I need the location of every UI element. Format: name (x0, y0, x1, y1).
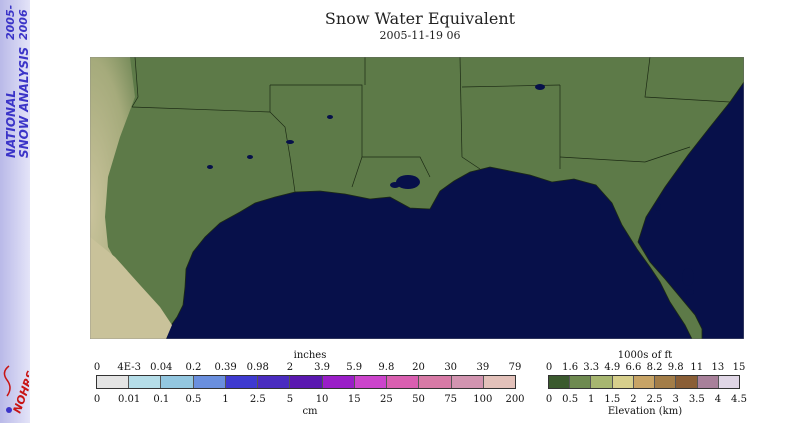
elev-bottom-tick-0: 0 (545, 394, 553, 405)
swe-bottom-tick-10: 50 (412, 394, 425, 405)
elev-top-tick-8: 13 (711, 362, 725, 373)
elev-top-tick-0: 0 (545, 362, 553, 373)
elev-swatch-4 (633, 376, 656, 388)
swe-top-tick-2: 0.04 (150, 362, 173, 373)
elev-bottom-tick-8: 4 (714, 394, 722, 405)
page-title: Snow Water Equivalent (324, 9, 516, 28)
state-borders (131, 57, 731, 193)
elev-unit-km: Elevation (km) (607, 406, 683, 417)
swe-bottom-tick-12: 100 (473, 394, 493, 405)
swe-bottom-tick-8: 15 (347, 394, 361, 405)
elevation-colorbar (548, 375, 740, 389)
elev-top-tick-1: 1.6 (562, 362, 579, 373)
swe-top-tick-12: 39 (476, 362, 490, 373)
swe-unit-cm: cm (302, 406, 318, 417)
swe-top-tick-3: 0.2 (185, 362, 202, 373)
swe-bottom-tick-5: 2.5 (249, 394, 266, 405)
elev-swatch-3 (612, 376, 634, 388)
swe-map (90, 57, 744, 339)
sidebar-title-national: NATIONAL (4, 89, 18, 158)
swe-bottom-tick-6: 5 (286, 394, 294, 405)
swe-swatch-9 (387, 376, 420, 388)
swe-swatch-5 (258, 376, 291, 388)
sidebar-year-start: 2005- (4, 4, 17, 40)
nohrsc-logo-text: NOHRSC (11, 361, 29, 415)
swe-bottom-tick-0: 0 (93, 394, 101, 405)
swe-bottom-tick-13: 200 (505, 394, 525, 405)
elev-top-tick-5: 8.2 (646, 362, 663, 373)
sidebar: NATIONAL SNOW ANALYSIS 2005- 2006 NOHRSC (0, 0, 31, 423)
elev-top-tick-7: 11 (690, 362, 704, 373)
swe-top-tick-6: 2 (286, 362, 294, 373)
swe-swatch-12 (483, 376, 516, 388)
swe-top-tick-1: 4E-3 (117, 362, 141, 373)
swe-top-tick-10: 20 (412, 362, 425, 373)
swe-top-tick-7: 3.9 (314, 362, 331, 373)
elev-swatch-2 (591, 376, 613, 388)
elev-top-tick-3: 4.9 (604, 362, 621, 373)
swe-top-tick-11: 30 (444, 362, 458, 373)
swe-top-tick-5: 0.98 (246, 362, 269, 373)
elev-top-tick-6: 9.8 (667, 362, 684, 373)
swe-swatch-10 (419, 376, 452, 388)
swe-swatch-8 (354, 376, 388, 388)
swe-top-tick-13: 79 (508, 362, 522, 373)
elev-bottom-tick-4: 2 (630, 394, 637, 405)
elev-bottom-tick-1: 0.5 (562, 394, 579, 405)
elev-swatch-5 (655, 376, 677, 388)
elev-swatch-0 (549, 376, 571, 388)
elev-unit-ft: 1000s of ft (617, 350, 673, 361)
swe-bottom-tick-4: 1 (222, 394, 229, 405)
swe-swatch-6 (290, 376, 323, 388)
swe-swatch-1 (129, 376, 162, 388)
swe-swatch-4 (225, 376, 259, 388)
elev-swatch-1 (570, 376, 592, 388)
swe-swatch-3 (193, 376, 226, 388)
land-mass (90, 57, 744, 339)
mexico-lowland (90, 237, 172, 339)
swe-unit-inches: inches (293, 350, 327, 361)
elev-swatch-7 (697, 376, 719, 388)
elev-bottom-tick-7: 3.5 (688, 394, 705, 405)
swe-top-tick-4: 0.39 (214, 362, 237, 373)
swe-top-tick-9: 9.8 (378, 362, 395, 373)
swe-colorbar (96, 375, 516, 389)
swe-top-tick-0: 0 (93, 362, 101, 373)
nohrsc-logo: NOHRSC (3, 361, 29, 415)
swe-bottom-tick-7: 10 (315, 394, 329, 405)
elev-bottom-tick-9: 4.5 (731, 394, 747, 405)
lakes (207, 84, 694, 295)
elev-bottom-tick-2: 1 (588, 394, 595, 405)
swe-bottom-tick-2: 0.1 (153, 394, 170, 405)
elev-bottom-tick-5: 2.5 (646, 394, 663, 405)
elev-bottom-tick-6: 3 (672, 394, 679, 405)
elev-swatch-8 (718, 376, 739, 388)
sidebar-title-analysis: SNOW ANALYSIS (17, 46, 31, 158)
elev-top-tick-4: 6.6 (625, 362, 642, 373)
swe-bottom-tick-11: 75 (444, 394, 458, 405)
swe-bottom-tick-1: 0.01 (118, 394, 141, 405)
elev-top-tick-9: 15 (732, 362, 746, 373)
sidebar-year-end: 2006 (17, 9, 30, 40)
elev-bottom-tick-3: 1.5 (604, 394, 621, 405)
page-subtitle: 2005-11-19 06 (379, 29, 461, 42)
swe-swatch-0 (97, 376, 130, 388)
swe-bottom-tick-9: 25 (380, 394, 393, 405)
swe-swatch-7 (322, 376, 355, 388)
swe-swatch-2 (161, 376, 194, 388)
elev-top-tick-2: 3.3 (583, 362, 600, 373)
swe-bottom-tick-3: 0.5 (185, 394, 202, 405)
elev-swatch-6 (676, 376, 698, 388)
swe-swatch-11 (451, 376, 484, 388)
swe-top-tick-8: 5.9 (346, 362, 363, 373)
